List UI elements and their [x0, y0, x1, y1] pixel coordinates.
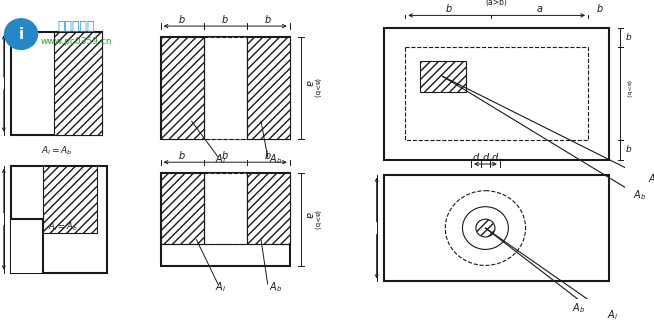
Text: a: a — [304, 212, 314, 218]
Text: a: a — [304, 80, 314, 86]
Circle shape — [445, 191, 526, 265]
Text: $A_l$: $A_l$ — [215, 280, 226, 294]
Text: d: d — [492, 153, 498, 163]
Bar — [405, 47, 588, 140]
Text: b: b — [625, 33, 631, 42]
Bar — [161, 173, 290, 266]
Bar — [247, 173, 290, 244]
Bar — [203, 173, 247, 244]
Text: b: b — [265, 151, 271, 161]
Text: $A_l$: $A_l$ — [215, 153, 226, 166]
Text: a: a — [537, 4, 543, 14]
Text: d: d — [482, 153, 489, 163]
Text: $A_b$: $A_b$ — [572, 301, 585, 315]
Bar — [54, 32, 102, 135]
Text: $A_l = A_b$: $A_l = A_b$ — [48, 220, 77, 233]
Text: $A_l$: $A_l$ — [608, 308, 618, 320]
Text: b: b — [445, 4, 451, 14]
Bar — [161, 173, 203, 244]
Bar — [203, 37, 247, 139]
Text: $A_l = A_b$: $A_l = A_b$ — [41, 144, 73, 157]
Bar — [12, 32, 102, 135]
Bar — [385, 175, 609, 282]
Text: b: b — [625, 145, 631, 154]
Text: $A_b$: $A_b$ — [269, 280, 282, 294]
Text: $A_b$: $A_b$ — [269, 153, 282, 166]
Bar — [385, 28, 609, 160]
Bar — [420, 61, 466, 92]
Text: b: b — [179, 15, 185, 25]
Text: (a>b): (a>b) — [313, 78, 320, 98]
Bar — [12, 219, 43, 273]
Text: b: b — [179, 151, 185, 161]
Text: $A_b$: $A_b$ — [633, 188, 646, 202]
Text: d: d — [473, 153, 479, 163]
Text: 河东软件园: 河东软件园 — [58, 20, 95, 34]
Circle shape — [4, 18, 38, 50]
Bar — [161, 37, 290, 139]
Text: i: i — [18, 27, 24, 42]
Circle shape — [462, 207, 508, 249]
Text: $A_l$: $A_l$ — [648, 172, 654, 186]
Text: (a>b): (a>b) — [626, 80, 630, 98]
Bar — [161, 37, 203, 139]
Circle shape — [476, 219, 495, 237]
Bar — [247, 37, 290, 139]
Text: b: b — [222, 151, 228, 161]
Bar — [12, 166, 107, 273]
Text: b: b — [265, 15, 271, 25]
Text: b: b — [596, 4, 602, 14]
Text: (a>b): (a>b) — [486, 0, 508, 7]
Text: (a>b): (a>b) — [313, 210, 320, 230]
Bar — [43, 166, 97, 233]
Text: b: b — [222, 15, 228, 25]
Text: www.pc0359.cn: www.pc0359.cn — [41, 37, 112, 46]
